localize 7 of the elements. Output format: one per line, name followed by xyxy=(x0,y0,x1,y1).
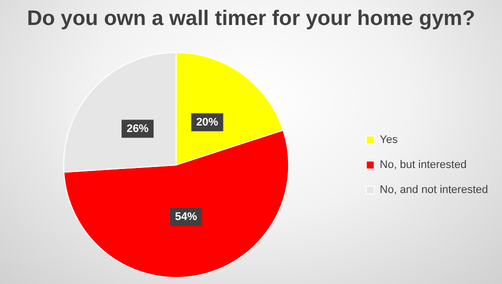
legend-label: No, and not interested xyxy=(380,184,488,196)
data-label: 20% xyxy=(196,116,218,128)
legend-label: No, but interested xyxy=(380,159,467,172)
data-label: 26% xyxy=(126,122,149,135)
legend-label: Yes xyxy=(380,134,398,146)
chart-title: Do you own a wall timer for your home gym? xyxy=(26,6,476,32)
data-label: 54% xyxy=(175,210,198,223)
